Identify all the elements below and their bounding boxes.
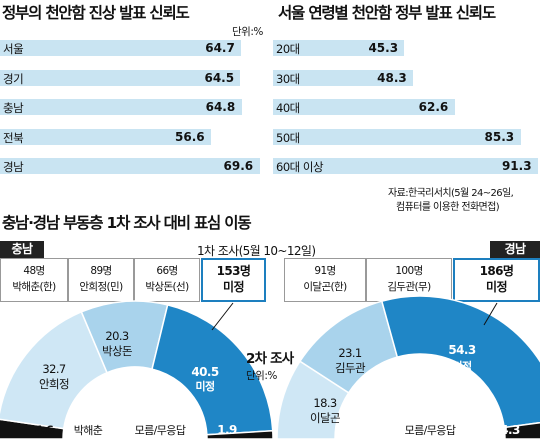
region-bar	[0, 128, 212, 145]
chungnam-slice-label: 모름/무응답	[135, 424, 186, 437]
left-chart-title: 정부의 천안함 진상 발표 신뢰도	[2, 4, 190, 22]
left-chart-unit: 단위:%	[232, 26, 263, 38]
gyeongnam-slice-label: 23.1	[338, 346, 361, 360]
box-name: 박해춘(한)	[12, 281, 56, 293]
region-bar-value: 64.7	[205, 41, 235, 55]
chungnam-box-undecided: 153명 미정	[201, 258, 266, 302]
chungnam-box-2: 89명 안희정(민)	[68, 258, 134, 302]
region-bar-label: 전북	[3, 130, 24, 145]
box-name: 김두관(무)	[387, 281, 431, 293]
gyeongnam-tag: 경남	[490, 241, 540, 258]
chungnam-box-3: 66명 박상돈(선)	[134, 258, 200, 302]
box-count: 89명	[90, 265, 112, 277]
region-bar-label: 경남	[3, 160, 24, 174]
gyeongnam-slice	[503, 421, 540, 439]
box-name: 박상돈(선)	[145, 281, 189, 293]
chungnam-slice-label: 박해춘	[74, 423, 103, 437]
box-name: 이달곤(한)	[303, 281, 347, 293]
gyeongnam-slice-label: 미정	[452, 359, 471, 373]
source-line-2: 컴퓨터를 이용한 전화면접)	[396, 202, 500, 213]
gyeongnam-slice-label: 4.3	[500, 423, 520, 437]
region-bar-value: 69.6	[223, 159, 254, 173]
gyeongnam-slice-label: 54.3	[448, 343, 475, 357]
gyeongnam-slice-label: 이달곤	[310, 411, 340, 425]
age-bar	[273, 40, 405, 56]
age-bar	[273, 69, 414, 86]
age-bar	[273, 158, 538, 174]
box-count: 153명	[216, 264, 251, 278]
second-survey-unit: 단위:%	[246, 370, 277, 382]
region-bar-value: 56.6	[175, 129, 205, 144]
box-count: 66명	[156, 265, 178, 277]
age-bar-value: 48.3	[377, 70, 407, 85]
gyeongnam-slice-label: 18.3	[313, 396, 336, 410]
left-bar-chart: 서울 64.7 경기 64.5 충남 64.8 전북 56.6 경남 69.6	[0, 0, 270, 190]
chungnam-slice-label: 안희정	[39, 377, 69, 391]
age-bar-label: 20대	[276, 42, 300, 56]
source-line-1: 자료:한국리서치(5월 24~26일,	[388, 188, 514, 199]
region-bar-label: 충남	[3, 101, 24, 115]
box-count: 186명	[479, 264, 514, 278]
bottom-title: 충남·경남 부동층 1차 조사 대비 표심 이동	[2, 214, 252, 232]
region-bar-label: 서울	[3, 42, 24, 56]
region-bar	[0, 158, 260, 174]
second-survey-label: 2차 조사	[246, 351, 294, 367]
box-count: 100명	[395, 265, 423, 277]
chungnam-tag: 충남	[0, 241, 44, 258]
chungnam-slice-label: 1.9	[217, 423, 237, 437]
age-bar-value: 91.3	[501, 159, 532, 173]
first-survey-label: 1차 조사(5월 10~12일)	[197, 244, 316, 258]
gyeongnam-box-undecided: 186명 미정	[453, 258, 540, 302]
age-bar-value: 62.6	[418, 100, 449, 114]
right-chart-title: 서울 연령별 천안함 정부 발표 신뢰도	[278, 4, 496, 22]
age-bar-value: 45.3	[368, 41, 399, 55]
age-bar-label: 40대	[276, 101, 300, 115]
gyeongnam-slice-label: 김두관	[335, 361, 366, 375]
region-bar-label: 경기	[3, 71, 24, 86]
age-bar-value: 85.3	[484, 129, 515, 144]
chungnam-slice-label: 20.3	[105, 329, 128, 343]
region-bar-value: 64.5	[204, 70, 235, 85]
region-bar-value: 64.8	[205, 100, 236, 114]
box-name: 안희정(민)	[79, 281, 123, 293]
chungnam-slice	[151, 304, 274, 436]
age-bar-label: 60대 이상	[276, 160, 324, 174]
region-bar	[0, 99, 242, 115]
box-name: 미정	[486, 280, 507, 294]
region-bar	[0, 69, 241, 86]
chungnam-slice-label: 4.6	[35, 423, 54, 437]
region-bar	[0, 40, 242, 56]
age-bar	[273, 99, 455, 115]
gyeongnam-slice	[380, 295, 540, 429]
chungnam-slice	[206, 429, 274, 439]
chungnam-pointer-line	[211, 302, 234, 331]
box-count: 91명	[314, 265, 336, 277]
gyeongnam-box-1: 91명 이달곤(한)	[284, 258, 366, 302]
gyeongnam-slice-label: 모름/무응답	[405, 424, 456, 437]
right-bar-chart: 20대 45.3 30대 48.3 40대 62.6 50대 85.3 60대 이상 91.3	[0, 0, 540, 190]
age-bar-label: 30대	[276, 71, 300, 86]
gyeongnam-pointer-line	[483, 302, 498, 326]
box-count: 48명	[23, 265, 45, 277]
chungnam-slice-label: 박상돈	[102, 344, 132, 358]
age-bar	[273, 128, 521, 145]
chungnam-slice-label: 미정	[195, 379, 214, 393]
chungnam-box-1: 48명 박해춘(한)	[0, 258, 68, 302]
gyeongnam-box-2: 100명 김두관(무)	[366, 258, 452, 302]
chungnam-slice-label: 32.7	[42, 362, 65, 376]
age-bar-label: 50대	[276, 130, 300, 145]
box-name: 미정	[223, 280, 244, 294]
chungnam-slice-label: 40.5	[191, 365, 218, 379]
